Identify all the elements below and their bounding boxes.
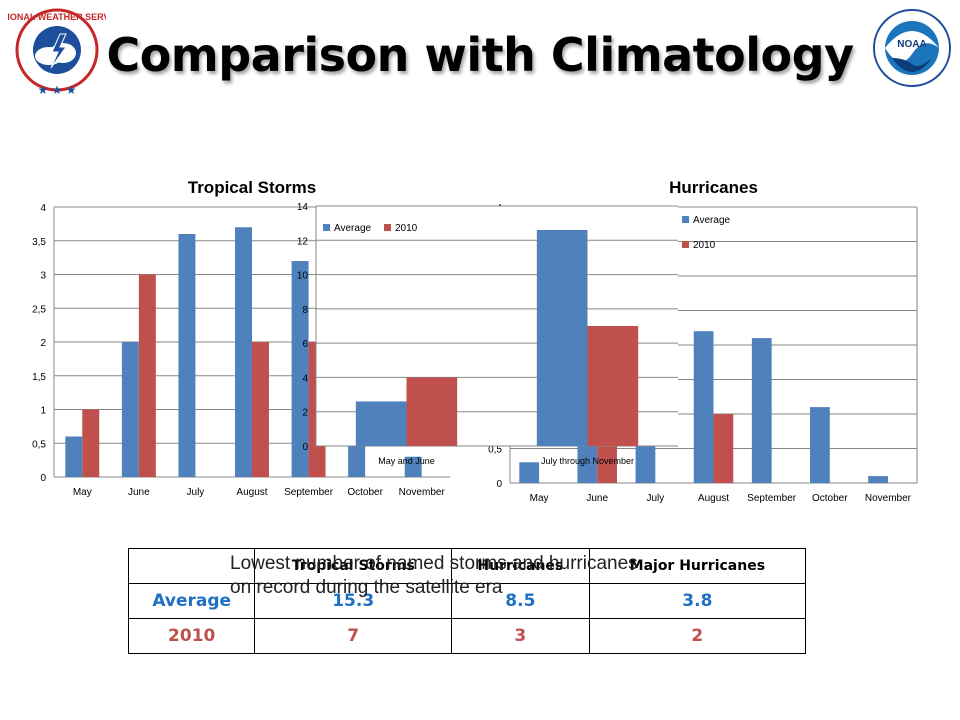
y-tick-label: 0 <box>40 473 46 484</box>
y-tick-label: 2,5 <box>32 304 46 315</box>
table-cell: 3 <box>451 618 590 654</box>
y-tick-label: 0,5 <box>32 439 46 450</box>
bar <box>252 342 269 477</box>
x-tick-label: October <box>347 487 383 498</box>
record-note-line: Lowest number of named storms and hurric… <box>230 553 638 574</box>
bar <box>121 342 139 477</box>
y-tick-label: 6 <box>302 339 308 350</box>
page-title: Comparison with Climatology <box>106 28 854 82</box>
table-header-cell: Tropical Storms <box>254 548 452 584</box>
bar <box>587 326 639 446</box>
record-note-line: on record during the satellite era <box>230 577 503 598</box>
y-tick-label: 14 <box>297 202 309 213</box>
y-tick-label: 4 <box>40 203 46 214</box>
nws-logo-text: NATIONAL WEATHER SERVICE <box>8 12 106 22</box>
y-tick-label: 12 <box>297 236 309 247</box>
y-tick-label: 1,5 <box>32 372 46 383</box>
x-tick-label: June <box>586 493 608 504</box>
x-tick-label: July <box>187 487 205 498</box>
chart-title: Hurricanes <box>669 178 758 197</box>
nws-logo-icon: ★ ★ ★ NATIONAL WEATHER SERVICE <box>8 8 106 97</box>
bar <box>65 436 83 477</box>
bar <box>406 377 458 446</box>
x-tick-label: July through November <box>541 456 634 466</box>
table-cell: 15.3 <box>254 583 452 619</box>
table-cell: 2010 <box>127 618 256 654</box>
y-tick-label: 0,5 <box>488 445 502 456</box>
table-header-row: Tropical Storms Hurricanes Major Hurrica… <box>127 548 807 584</box>
bar <box>751 338 772 483</box>
x-tick-label: August <box>236 487 267 498</box>
table-row: 2010 7 3 2 <box>127 618 807 654</box>
legend-label: Average <box>334 223 372 234</box>
legend-swatch <box>682 241 689 248</box>
x-tick-label: July <box>646 493 664 504</box>
y-tick-label: 10 <box>297 271 309 282</box>
bar <box>235 227 252 477</box>
bar <box>178 234 196 477</box>
y-tick-label: 3 <box>40 271 46 282</box>
x-tick-label: September <box>284 487 334 498</box>
x-tick-label: May and June <box>378 456 435 466</box>
x-tick-label: November <box>399 487 446 498</box>
y-tick-label: 8 <box>302 305 308 316</box>
bar <box>536 230 588 446</box>
bar <box>138 274 156 477</box>
legend-label: 2010 <box>693 240 716 251</box>
svg-text:★ ★ ★: ★ ★ ★ <box>38 83 77 97</box>
table-cell: Average <box>127 583 256 619</box>
table-cell: 7 <box>254 618 452 654</box>
bar <box>291 261 309 477</box>
bar <box>868 476 888 483</box>
x-tick-label: May <box>73 487 92 498</box>
x-tick-label: August <box>698 493 729 504</box>
noaa-logo-text: NOAA <box>897 39 926 50</box>
x-tick-label: September <box>747 493 797 504</box>
noaa-logo-icon: NOAA <box>873 9 951 87</box>
bar <box>404 456 422 477</box>
y-tick-label: 2 <box>302 408 308 419</box>
legend-swatch <box>682 216 689 223</box>
table-cell: 2 <box>588 618 807 654</box>
bar <box>713 414 734 483</box>
bar <box>82 409 100 477</box>
y-tick-label: 0 <box>496 479 502 490</box>
tropical-storms-inset-chart: 0 2 4 6 8 10 12 14 May and June July through Nove… <box>297 202 678 466</box>
table-header-cell: Hurricanes <box>451 548 590 584</box>
y-tick-label: 2 <box>40 338 46 349</box>
x-tick-label: June <box>128 487 150 498</box>
record-note: Lowest number of named storms and hurric… <box>230 552 790 600</box>
y-tick-label: 4 <box>302 373 308 384</box>
bar <box>693 331 714 483</box>
bar <box>810 407 830 483</box>
bar <box>355 401 407 446</box>
y-tick-label: 1 <box>40 406 46 417</box>
y-tick-label: 0 <box>302 442 308 453</box>
legend-swatch <box>323 224 330 231</box>
legend-label: Average <box>693 215 731 226</box>
y-tick-label: 3,5 <box>32 237 46 248</box>
x-tick-label: November <box>865 493 912 504</box>
bar <box>519 462 540 483</box>
table-header-cell: Major Hurricanes <box>588 548 807 584</box>
x-tick-label: October <box>812 493 848 504</box>
chart-title: Tropical Storms <box>188 178 316 197</box>
legend-label: 2010 <box>395 223 418 234</box>
legend-swatch <box>384 224 391 231</box>
summary-table: Tropical Storms Hurricanes Major Hurrica… <box>127 548 807 654</box>
x-tick-label: May <box>530 493 549 504</box>
